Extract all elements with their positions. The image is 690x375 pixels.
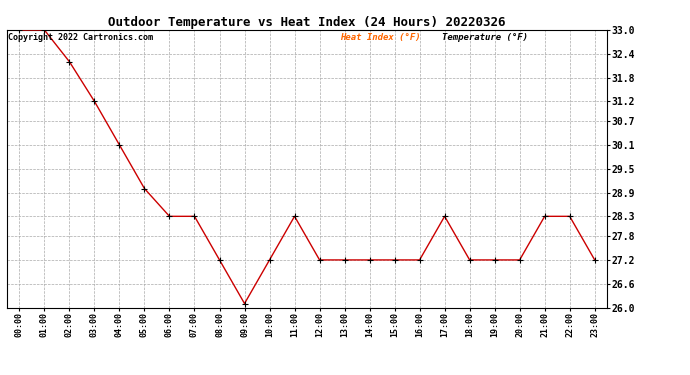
Text: Temperature (°F): Temperature (°F) (442, 33, 528, 42)
Text: Heat Index (°F): Heat Index (°F) (340, 33, 421, 42)
Text: Copyright 2022 Cartronics.com: Copyright 2022 Cartronics.com (8, 33, 152, 42)
Title: Outdoor Temperature vs Heat Index (24 Hours) 20220326: Outdoor Temperature vs Heat Index (24 Ho… (108, 16, 506, 29)
